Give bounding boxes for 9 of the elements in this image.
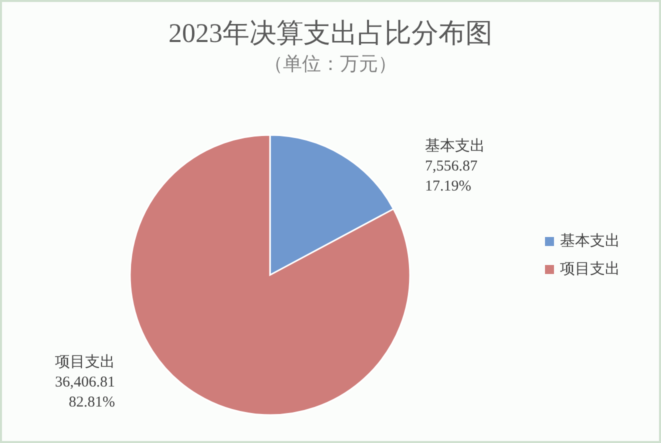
pie-slice [129,134,411,416]
slice-label: 基本支出 [425,137,485,154]
data-label: 7,556.87 17.19% [425,158,478,194]
chart-title: 2023年决算支出占比分布图 [168,18,492,48]
legend-label: 项目支出 [560,260,620,278]
data-label: 36,406.81 82.81% [55,374,115,411]
chart-subtitle: （单位：万元） [264,54,397,75]
legend-label: 基本支出 [560,232,620,250]
slice-label: 项目支出 [55,354,115,371]
